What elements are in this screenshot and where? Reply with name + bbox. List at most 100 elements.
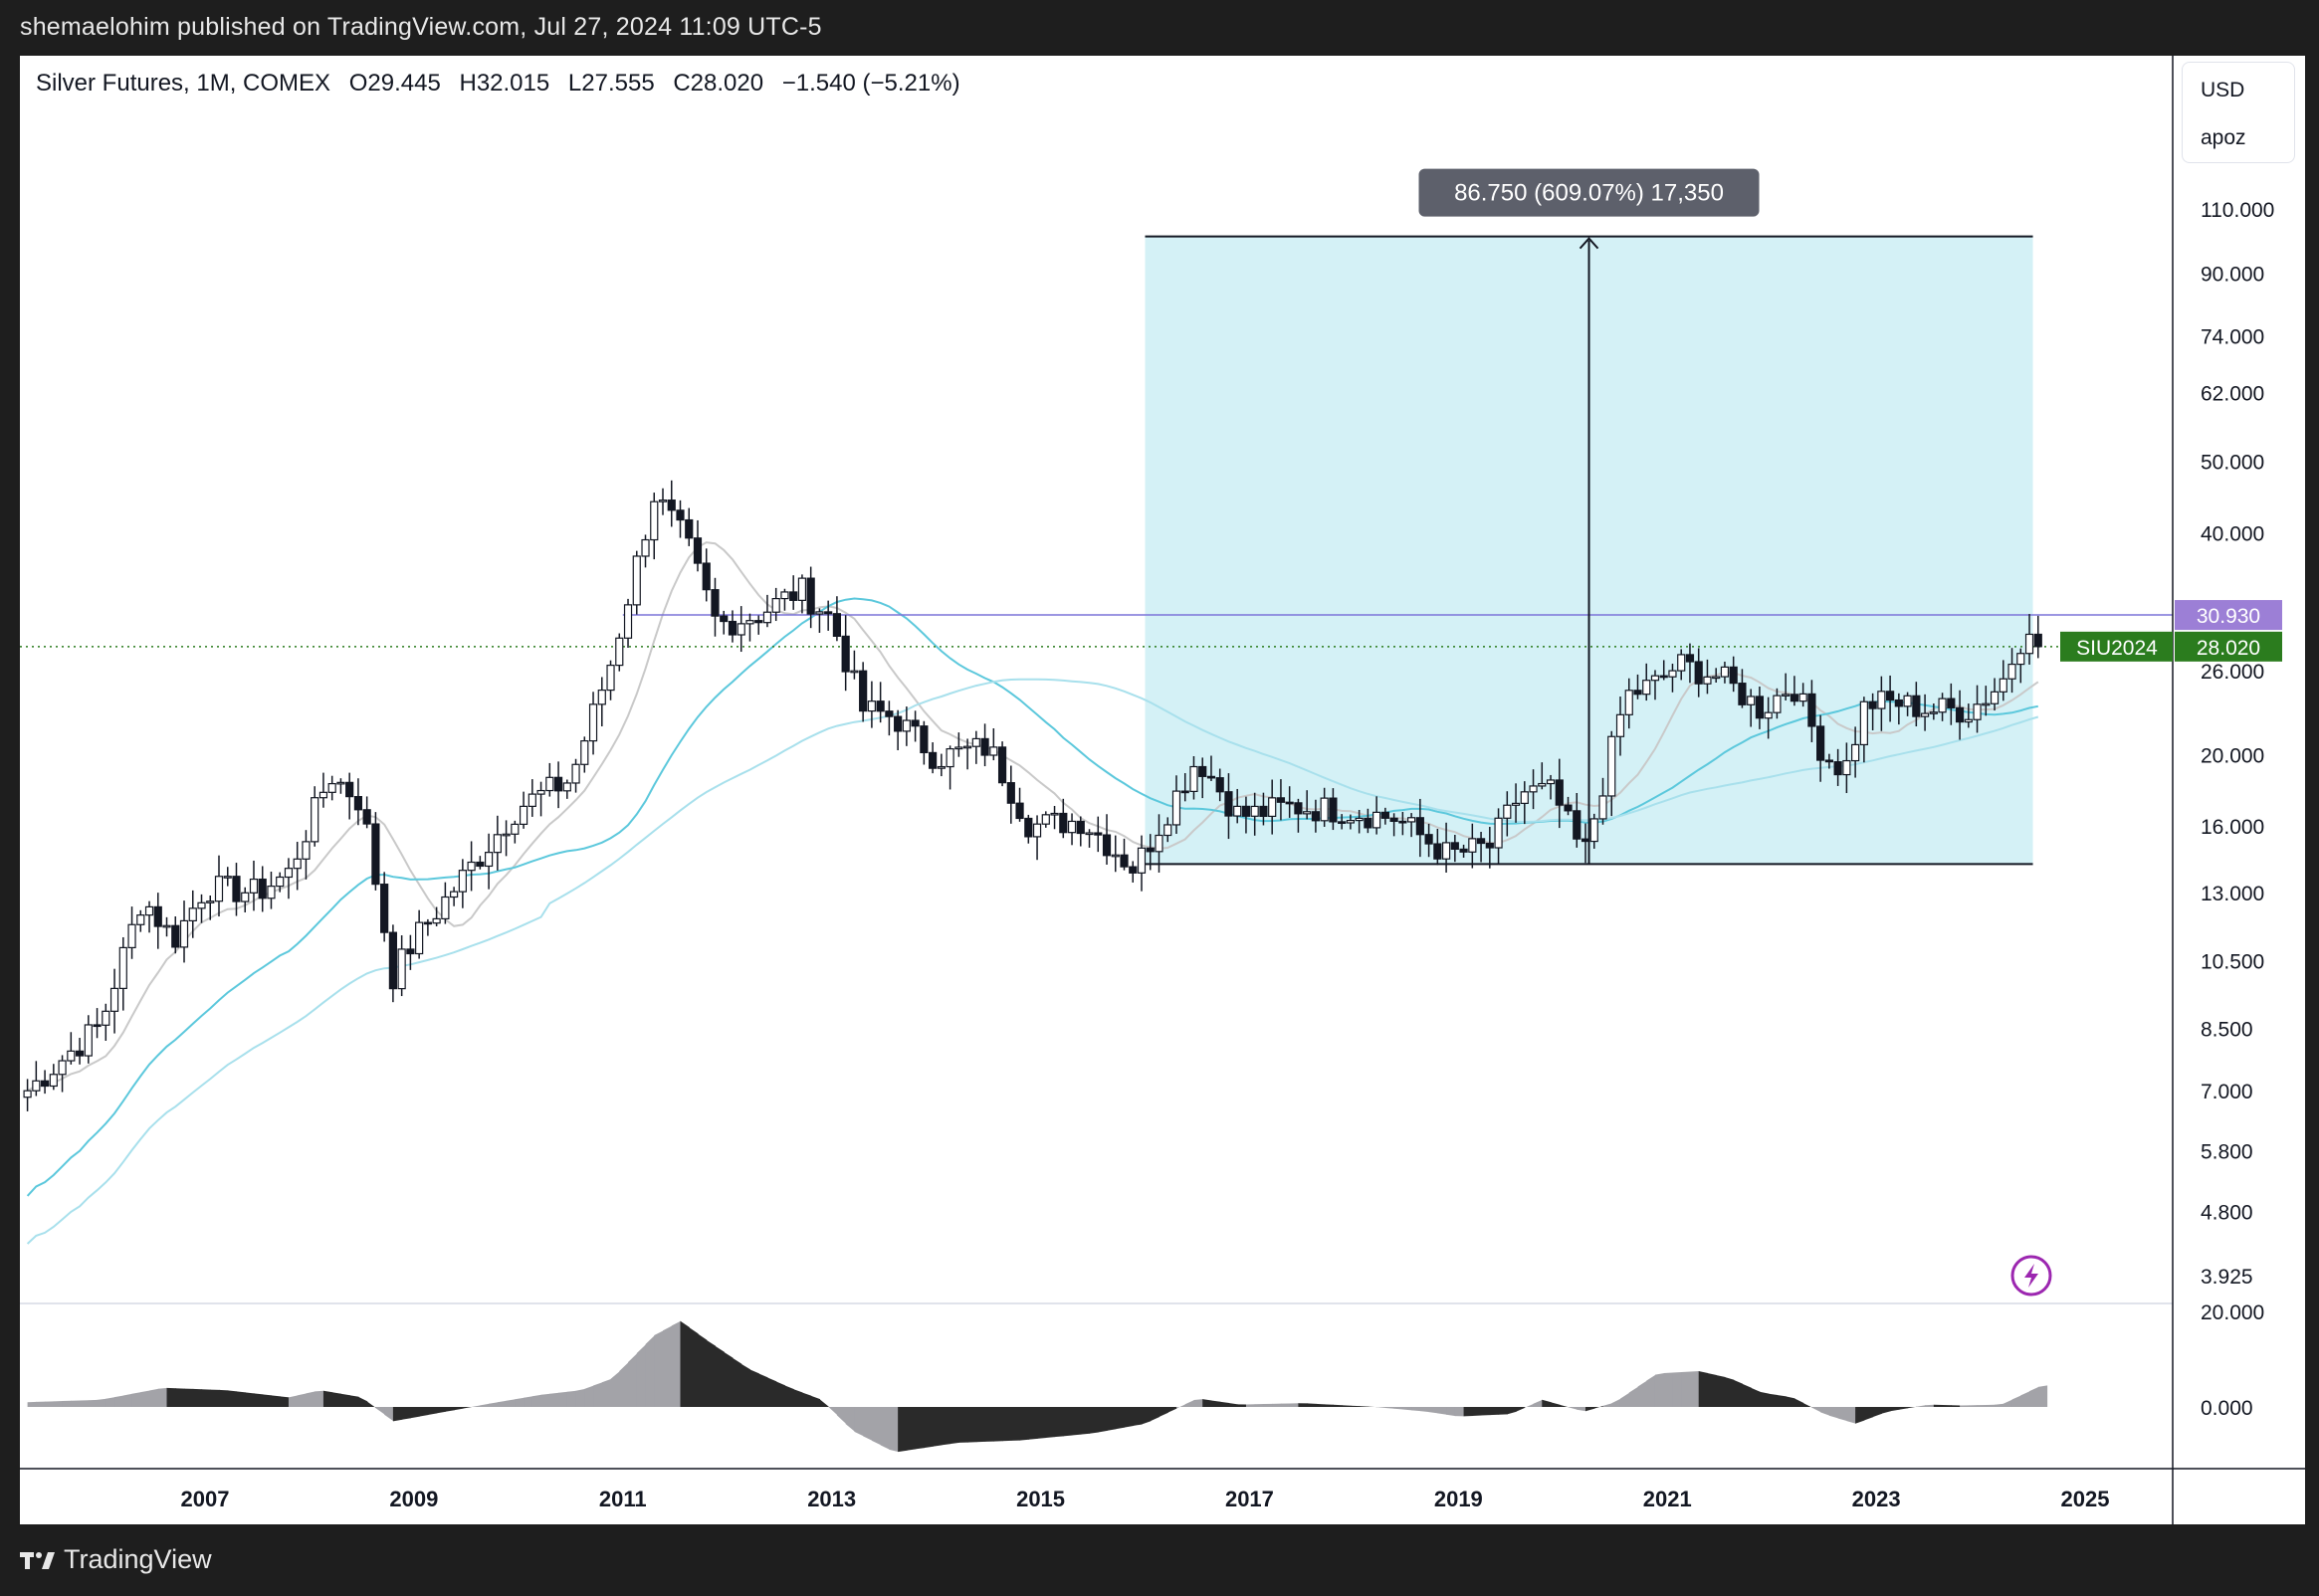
oscillator-bar: [863, 1407, 873, 1441]
oscillator-bar: [1951, 1405, 1961, 1407]
oscillator-bar: [1133, 1407, 1143, 1427]
candle-down: [1094, 832, 1103, 836]
candle-up: [302, 841, 311, 860]
published-info: shemaelohim published on TradingView.com…: [20, 13, 822, 41]
candle-up: [136, 914, 145, 925]
candle: [1338, 814, 1347, 830]
oscillator-bar: [619, 1362, 629, 1407]
candle: [1729, 656, 1738, 693]
oscillator-bar: [933, 1407, 943, 1447]
oscillator-bar: [1037, 1407, 1047, 1439]
lightning-icon[interactable]: [2010, 1255, 2052, 1297]
oscillator-bar: [663, 1325, 673, 1407]
candle: [867, 681, 876, 728]
oscillator-bar: [558, 1391, 568, 1407]
oscillator-bar: [575, 1388, 585, 1407]
candle: [1320, 787, 1329, 827]
candle-up: [1085, 832, 1094, 836]
oscillator-bar: [419, 1407, 429, 1417]
price-chart[interactable]: 86.750 (609.07%) 17,350 110.000 90.000 74.…: [20, 56, 2305, 1524]
candle-up: [432, 917, 441, 924]
candle: [954, 732, 963, 757]
oscillator-bar: [375, 1407, 385, 1415]
price-tick-label: 4.800: [2201, 1201, 2253, 1224]
oscillator-bar: [924, 1407, 934, 1449]
oscillator-bar: [1777, 1395, 1787, 1407]
candle-down: [353, 796, 363, 811]
oscillator-bar: [1707, 1373, 1717, 1407]
candle: [1720, 661, 1730, 684]
scale-mode-label[interactable]: apoz: [2201, 126, 2246, 149]
moving-averages: [26, 541, 2039, 1245]
candle: [1137, 835, 1147, 892]
oscillator-bar: [253, 1393, 264, 1407]
candle: [1346, 814, 1355, 830]
candle: [1102, 814, 1112, 865]
candle: [588, 692, 598, 755]
candle-down: [40, 1080, 50, 1088]
oscillator-bar: [949, 1407, 959, 1445]
candle: [84, 1015, 93, 1064]
candle: [49, 1064, 58, 1091]
candle-up: [562, 782, 571, 792]
candle-up: [762, 611, 772, 624]
candle: [249, 860, 259, 911]
candle: [109, 968, 119, 1034]
level-price-tag: [2175, 600, 2282, 631]
oscillator-bar: [715, 1345, 725, 1407]
oscillator-bar: [1010, 1407, 1021, 1441]
chart-frame[interactable]: 86.750 (609.07%) 17,350 110.000 90.000 74.…: [20, 56, 2305, 1524]
oscillator-bar: [1159, 1407, 1168, 1418]
alert-icon-group: [2010, 1255, 2052, 1297]
candle-up: [937, 765, 946, 769]
candle-up: [954, 746, 963, 750]
oscillator-bar: [654, 1330, 664, 1407]
price-tick-label: 13.000: [2201, 883, 2264, 905]
oscillator-bar: [218, 1389, 229, 1407]
oscillator-bar: [1411, 1407, 1421, 1412]
time-tick-label: 2021: [1643, 1487, 1692, 1511]
candle: [1441, 822, 1451, 873]
change-value: −1.540 (−5.21%): [781, 70, 960, 97]
price-tick-label: 110.000: [2201, 199, 2274, 222]
scale-menu[interactable]: USD apoz: [2182, 62, 2295, 163]
candle-up: [737, 623, 745, 636]
candle-up: [249, 878, 259, 894]
candle-down: [1755, 696, 1765, 719]
oscillator-bar: [1437, 1407, 1447, 1415]
candle-up: [293, 858, 302, 870]
symbol-name[interactable]: Silver Futures, 1M, COMEX: [36, 70, 331, 97]
candle: [1538, 762, 1547, 790]
oscillator-bar: [271, 1395, 281, 1407]
oscillator-bar: [53, 1401, 64, 1407]
candle: [1668, 664, 1677, 693]
candle: [1364, 808, 1372, 834]
time-tick-label: 2009: [389, 1487, 438, 1511]
candle: [728, 610, 738, 643]
candle: [1006, 765, 1015, 824]
candle: [493, 815, 502, 871]
candle-up: [615, 637, 624, 667]
oscillator-bar: [1219, 1401, 1230, 1407]
time-tick-label: 2013: [807, 1487, 856, 1511]
candle: [641, 534, 650, 568]
candle: [1032, 815, 1042, 861]
candle: [1755, 687, 1765, 729]
candle-down: [1694, 661, 1703, 685]
candle: [58, 1055, 67, 1093]
oscillator-bar: [601, 1378, 612, 1407]
oscillator-bar: [1733, 1379, 1744, 1407]
oscillator-bar: [349, 1395, 359, 1407]
oscillator-bar: [122, 1393, 133, 1407]
candle: [597, 677, 606, 727]
currency-label[interactable]: USD: [2201, 79, 2245, 101]
candle-down: [1581, 838, 1590, 843]
tradingview-logo[interactable]: TradingView: [20, 1544, 212, 1575]
candle-down: [1894, 698, 1903, 707]
oscillator-bar: [201, 1389, 211, 1407]
oscillator-bar: [1654, 1373, 1665, 1407]
candle-up: [1320, 797, 1329, 822]
candle: [75, 1038, 85, 1065]
tradingview-wordmark: TradingView: [64, 1544, 212, 1574]
oscillator-bar: [1481, 1407, 1491, 1416]
